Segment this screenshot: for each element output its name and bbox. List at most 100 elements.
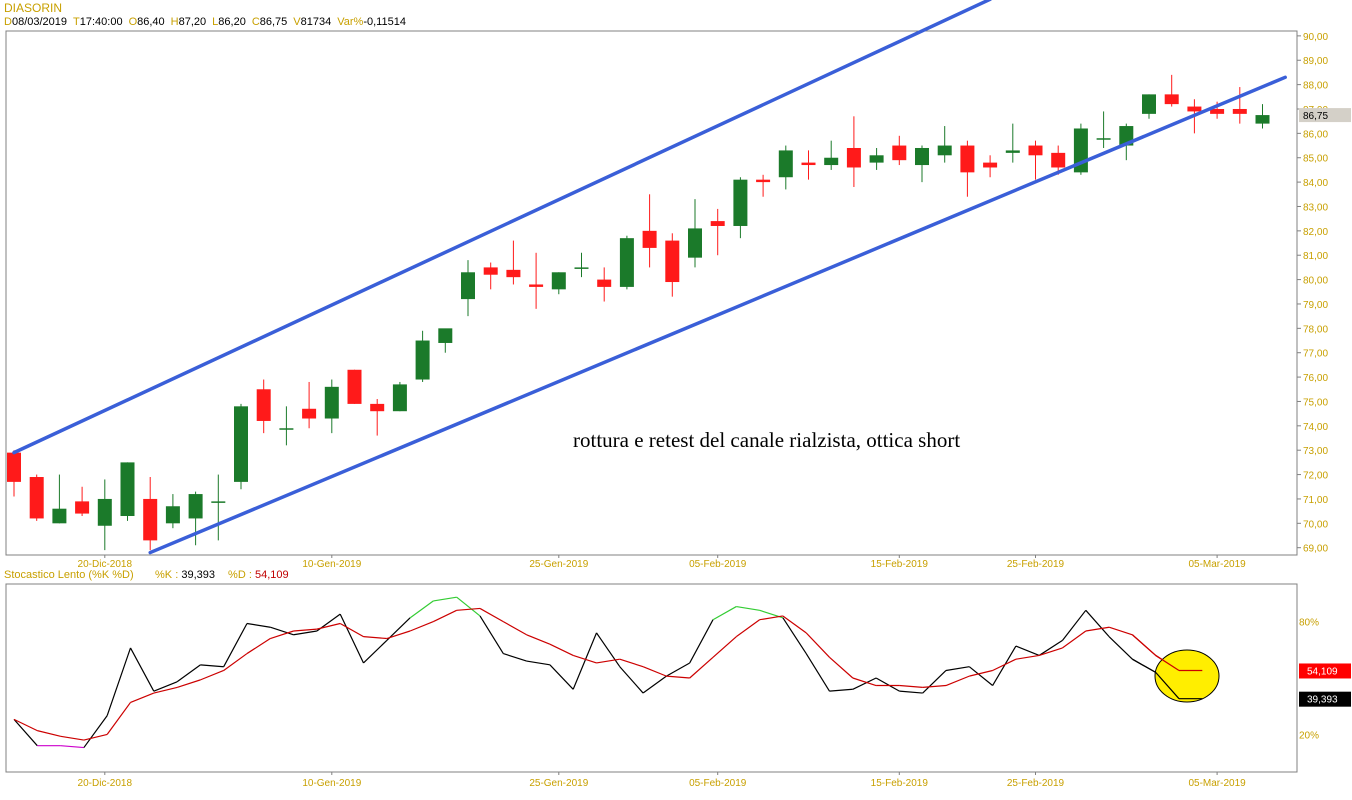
candle-up	[688, 228, 702, 258]
candle-up	[1142, 94, 1156, 114]
d-line-segment	[433, 609, 457, 623]
candle-up	[1005, 150, 1020, 153]
d-value-label: 54,109	[1307, 666, 1338, 677]
x-tick-label: 25-Gen-2019	[529, 778, 588, 789]
candle-up	[438, 328, 453, 343]
y-tick-label: 85,00	[1303, 154, 1328, 165]
d-line-segment	[689, 656, 714, 679]
d-line-segment	[1015, 654, 1040, 660]
d-line-segment	[456, 607, 481, 611]
stochastic-panel-frame	[5, 583, 1298, 773]
candle-down	[347, 369, 362, 404]
stochastic-title: Stocastico Lento (%K %D)	[4, 569, 134, 581]
x-tick-label: 15-Feb-2019	[871, 778, 929, 789]
k-line-segment	[409, 600, 434, 619]
k-line-segment	[852, 677, 877, 690]
k-line-segment	[829, 688, 853, 692]
candle-up	[619, 238, 634, 287]
candle-down	[642, 230, 657, 248]
info-value: -0,11514	[363, 16, 406, 28]
candle-down	[1164, 94, 1179, 105]
info-label: L	[212, 16, 219, 28]
k-line-segment	[1132, 658, 1156, 673]
candle-down	[756, 179, 771, 183]
candle-up	[915, 147, 929, 166]
k-line-segment	[1062, 609, 1087, 641]
d-line-segment	[13, 718, 38, 732]
k-line-segment	[60, 745, 84, 749]
y-tick-label: 83,00	[1303, 202, 1328, 213]
d-line-segment	[316, 622, 341, 630]
k-line-segment	[666, 662, 690, 677]
k-line-segment	[1085, 609, 1110, 638]
k-line-segment	[526, 660, 550, 666]
d-line-segment	[200, 669, 224, 681]
d-line-segment	[176, 679, 201, 688]
d-line-segment	[223, 653, 248, 671]
stoch-y-tick-label: 80%	[1299, 618, 1319, 629]
k-line-segment	[689, 619, 714, 664]
candle-up	[778, 150, 793, 178]
candle-down	[983, 162, 998, 168]
candle-down	[256, 389, 271, 421]
candle-up	[733, 179, 748, 226]
d-line-segment	[246, 638, 271, 655]
y-tick-label: 86,00	[1303, 129, 1328, 140]
candle-down	[75, 501, 90, 514]
d-line-segment	[1039, 647, 1063, 657]
d-line-segment	[619, 658, 644, 668]
x-tick-label: 10-Gen-2019	[302, 559, 361, 570]
k-line-segment	[805, 653, 831, 692]
y-tick-label: 75,00	[1303, 397, 1328, 408]
k-line-segment	[106, 647, 132, 716]
info-label: C	[251, 16, 260, 28]
k-line-segment	[549, 664, 574, 690]
x-tick-label: 20-Dic-2018	[78, 778, 133, 789]
k-line-segment	[922, 670, 947, 694]
d-line-segment	[712, 636, 737, 658]
d-line-segment	[596, 658, 620, 664]
candle-down	[1232, 108, 1247, 114]
x-tick-label: 05-Mar-2019	[1188, 559, 1246, 570]
k-line-segment	[596, 632, 621, 668]
k-line-segment	[339, 613, 365, 664]
d-line-segment	[852, 677, 877, 687]
k-line-segment	[945, 666, 970, 672]
candle-up	[234, 406, 248, 482]
x-tick-label: 20-Dic-2018	[78, 559, 133, 570]
d-line-segment	[549, 643, 574, 656]
stoch-y-tick-label: 20%	[1299, 730, 1319, 741]
candle-down	[1187, 106, 1202, 112]
k-line-segment	[736, 605, 760, 611]
d-line-segment	[106, 702, 131, 735]
k-label: %K :	[155, 569, 179, 581]
k-line-segment	[1038, 639, 1063, 656]
candle-up	[52, 508, 67, 524]
k-line-segment	[899, 690, 923, 694]
d-line-segment	[526, 634, 551, 645]
candle-up	[869, 155, 884, 163]
candle-up	[97, 498, 112, 526]
candle-up	[574, 267, 589, 269]
y-tick-label: 90,00	[1303, 32, 1328, 43]
candle-down	[529, 284, 544, 287]
k-line-segment	[363, 639, 388, 664]
y-tick-label: 69,00	[1303, 544, 1328, 555]
candle-down	[143, 498, 158, 541]
highlight-circle	[1154, 649, 1220, 703]
info-label: O	[128, 16, 138, 28]
k-line-segment	[572, 632, 598, 690]
candle-down	[960, 145, 975, 173]
candle-down	[801, 162, 816, 166]
candle-up	[324, 386, 339, 419]
candle-down	[846, 147, 861, 168]
d-line-segment	[153, 686, 178, 694]
d-line-segment	[805, 632, 830, 658]
d-line-segment	[969, 669, 993, 677]
last-price-label: 86,75	[1303, 111, 1328, 122]
k-line-segment	[270, 626, 294, 636]
info-label: V	[293, 16, 301, 28]
info-value: 86,75	[259, 16, 288, 28]
k-line-segment	[433, 596, 457, 602]
